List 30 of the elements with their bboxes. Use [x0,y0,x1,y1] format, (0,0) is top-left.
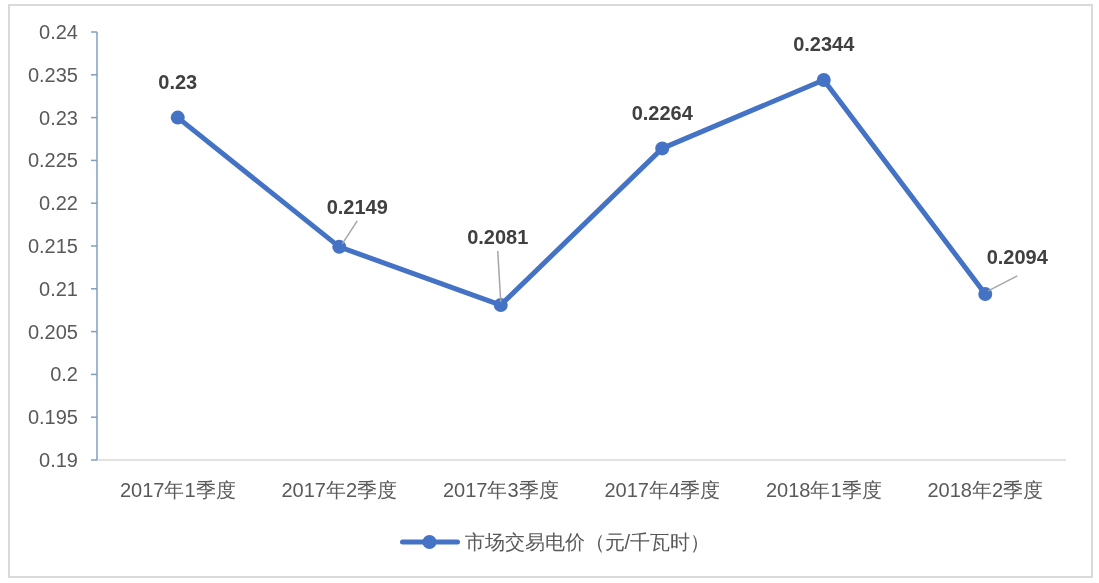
y-tick-label: 0.235 [27,63,78,86]
data-label: 0.2149 [326,195,388,218]
point [816,72,831,87]
data-label: 0.2081 [467,226,529,249]
legend-label: 市场交易电价（元/千瓦时） [464,531,711,553]
point [493,298,508,313]
y-tick-label: 0.22 [39,192,78,215]
y-tick-label: 0.225 [27,149,78,172]
point [655,141,670,156]
y-tick-label: 0.215 [27,235,78,257]
y-tick-label: 0.21 [39,277,78,300]
y-tick-label: 0.195 [27,406,78,429]
x-tick-label: 2017年2季度 [281,479,398,501]
y-tick-label: 0.19 [39,449,78,471]
data-label: 0.23 [158,70,198,93]
data-label: 0.2094 [986,245,1049,268]
x-tick-label: 2018年1季度 [765,479,882,501]
point [332,239,347,254]
x-tick-label: 2017年1季度 [119,479,236,501]
data-label: 0.2264 [631,102,694,125]
data-label: 0.2344 [793,32,856,55]
y-tick-label: 0.2 [50,363,78,386]
y-tick-label: 0.24 [39,21,78,43]
point [978,286,993,301]
point [170,110,185,125]
y-tick-label: 0.205 [27,320,78,343]
y-tick-label: 0.23 [39,106,78,129]
x-tick-label: 2018年2季度 [927,479,1044,501]
x-tick-label: 2017年3季度 [442,479,559,501]
x-tick-label: 2017年4季度 [604,479,721,501]
